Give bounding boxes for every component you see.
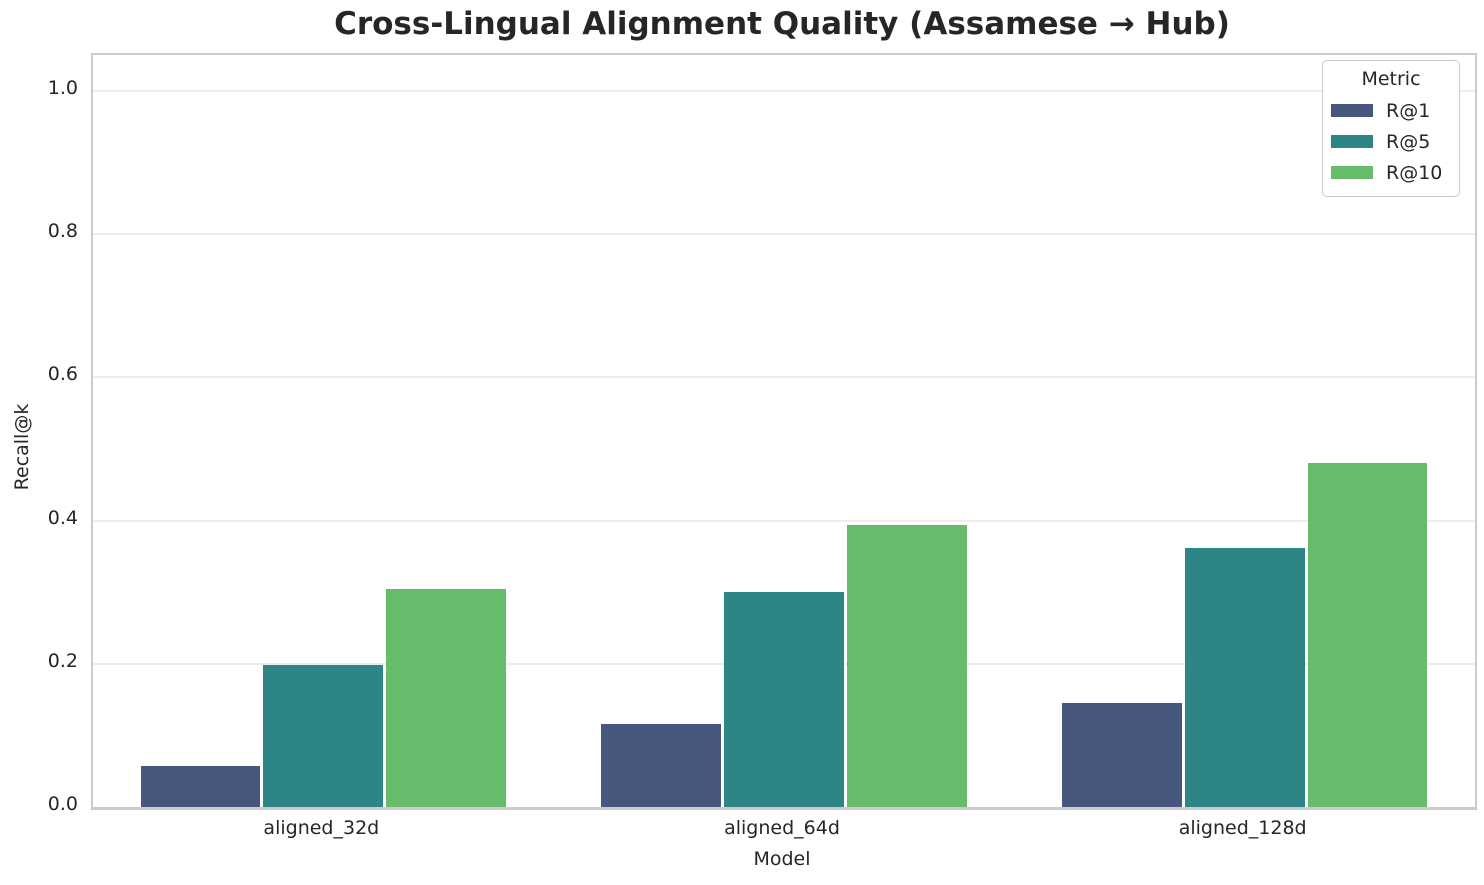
plot-area xyxy=(91,53,1477,810)
legend-title: Metric xyxy=(1361,68,1421,90)
bar-R10-aligned_32d xyxy=(386,588,507,807)
gridline-y-0.8 xyxy=(93,233,1475,236)
legend-entry-R1: R@1 xyxy=(1323,95,1459,126)
ytick-0.2: 0.2 xyxy=(47,649,78,672)
bar-R5-aligned_128d xyxy=(1184,547,1305,807)
ytick-1.0: 1.0 xyxy=(47,76,78,99)
legend-swatch-icon xyxy=(1331,166,1373,179)
chart-title: Cross-Lingual Alignment Quality (Assames… xyxy=(334,6,1230,42)
gridline-y-0.6 xyxy=(93,376,1475,379)
ytick-0.4: 0.4 xyxy=(47,506,78,529)
bar-R1-aligned_64d xyxy=(601,723,722,807)
ytick-0.8: 0.8 xyxy=(47,220,78,243)
legend: Metric R@1 R@5 R@10 xyxy=(1322,60,1460,197)
legend-label: R@10 xyxy=(1386,161,1443,184)
gridline-y-1.0 xyxy=(93,89,1475,92)
gridline-y-0.4 xyxy=(93,519,1475,522)
legend-swatch-icon xyxy=(1331,104,1373,117)
xtick-aligned_64d: aligned_64d xyxy=(724,817,840,839)
ytick-0.0: 0.0 xyxy=(47,793,78,815)
legend-label: R@5 xyxy=(1386,130,1431,153)
y-axis-label: Recall@k xyxy=(11,403,33,491)
x-axis-label: Model xyxy=(753,848,811,870)
xtick-aligned_128d: aligned_128d xyxy=(1178,817,1307,839)
bar-R1-aligned_128d xyxy=(1061,703,1182,807)
legend-entry-R10: R@10 xyxy=(1323,157,1459,188)
bar-R5-aligned_32d xyxy=(263,665,384,807)
legend-label: R@1 xyxy=(1386,99,1431,122)
legend-swatch-icon xyxy=(1331,135,1373,148)
bar-R1-aligned_32d xyxy=(140,766,261,807)
ytick-0.6: 0.6 xyxy=(47,363,78,386)
xtick-aligned_32d: aligned_32d xyxy=(263,817,380,839)
bar-R5-aligned_64d xyxy=(724,592,844,807)
legend-entry-R5: R@5 xyxy=(1323,126,1459,157)
bar-R10-aligned_128d xyxy=(1307,462,1428,807)
legend-entries: R@1 R@5 R@10 xyxy=(1323,95,1459,188)
bar-R10-aligned_64d xyxy=(846,524,967,807)
